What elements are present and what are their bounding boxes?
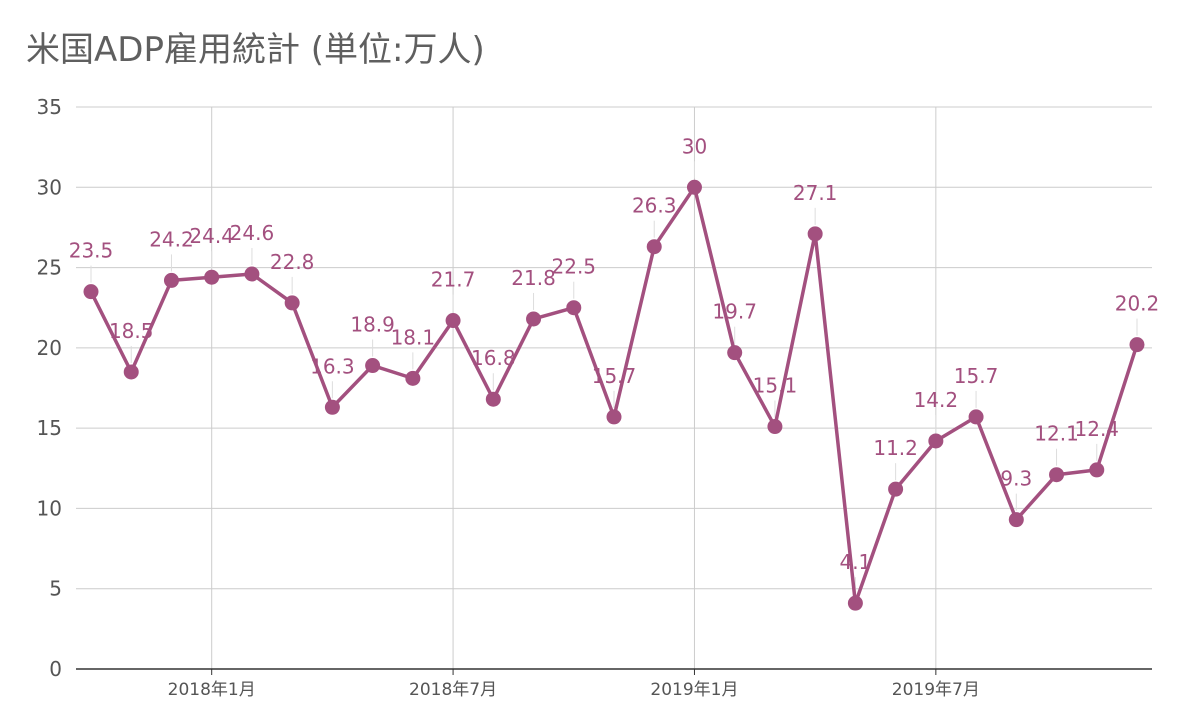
data-label: 22.8 [270,250,315,274]
data-point [686,179,702,195]
data-point [526,311,542,327]
data-label: 16.3 [310,354,355,378]
data-label: 11.2 [873,436,918,460]
chart-title: 米国ADP雇用統計 (単位:万人) [26,30,485,70]
data-point [888,481,904,497]
data-label: 4.1 [839,550,871,574]
data-point [284,295,300,311]
x-tick-label: 2018年7月 [409,680,497,700]
data-label: 18.5 [109,319,154,343]
data-label: 21.7 [431,268,476,292]
data-label: 24.6 [230,221,275,245]
data-label: 12.1 [1034,422,1079,446]
data-label: 20.2 [1115,292,1160,316]
data-point [968,409,984,425]
data-point [485,391,501,407]
data-point [807,226,823,242]
data-label: 15.7 [592,364,637,388]
data-point [1089,462,1105,478]
data-label: 19.7 [712,300,757,324]
x-tick-label: 2018年1月 [168,680,256,700]
x-tick-label: 2019年1月 [650,680,738,700]
y-tick-label: 15 [37,416,62,440]
data-label: 24.4 [189,224,234,248]
gridlines [76,106,1152,669]
data-label: 14.2 [914,388,959,412]
data-point [847,595,863,611]
data-point [928,433,944,449]
data-labels: 23.5 18.5 24.224.424.6 22.8 16.3 18.918.1 21.7… [69,134,1160,574]
data-point [83,284,99,300]
axes: 0 5 10 15 20 25 30 35 2018年1月 2018年7月 2019年1月 2019年… [37,95,1152,700]
data-point [767,419,783,435]
data-label: 27.1 [793,181,838,205]
data-label: 15.1 [753,374,798,398]
data-point [1008,512,1024,528]
y-tick-label: 30 [37,175,62,199]
data-point [405,370,421,386]
data-point [324,399,340,415]
data-label: 12.4 [1075,417,1120,441]
data-point [1049,467,1065,483]
data-label: 18.9 [350,313,395,337]
y-tick-label: 35 [37,95,62,119]
x-tick-label: 2019年7月 [892,680,980,700]
data-point [244,266,260,282]
data-point [1129,337,1145,353]
data-point [727,345,743,361]
y-tick-label: 20 [37,336,62,360]
data-point [123,364,139,380]
y-tick-label: 5 [49,577,62,601]
y-tick-label: 10 [37,496,62,520]
y-tick-label: 25 [37,256,62,280]
data-label: 23.5 [69,239,114,263]
data-label: 26.3 [632,194,677,218]
y-tick-label: 0 [49,657,62,681]
data-point [163,272,179,288]
data-point [646,239,662,255]
data-label: 24.2 [149,227,194,251]
data-point [606,409,622,425]
data-label: 22.5 [552,255,597,279]
data-point [566,300,582,316]
data-point [445,313,461,329]
data-points [83,179,1145,611]
data-label: 9.3 [1000,467,1032,491]
data-label: 21.8 [511,266,556,290]
data-point [204,269,220,285]
data-label: 30 [682,134,707,158]
data-label: 16.8 [471,346,516,370]
data-label: 18.1 [391,325,436,349]
data-point [365,358,381,374]
data-label: 15.7 [954,364,999,388]
